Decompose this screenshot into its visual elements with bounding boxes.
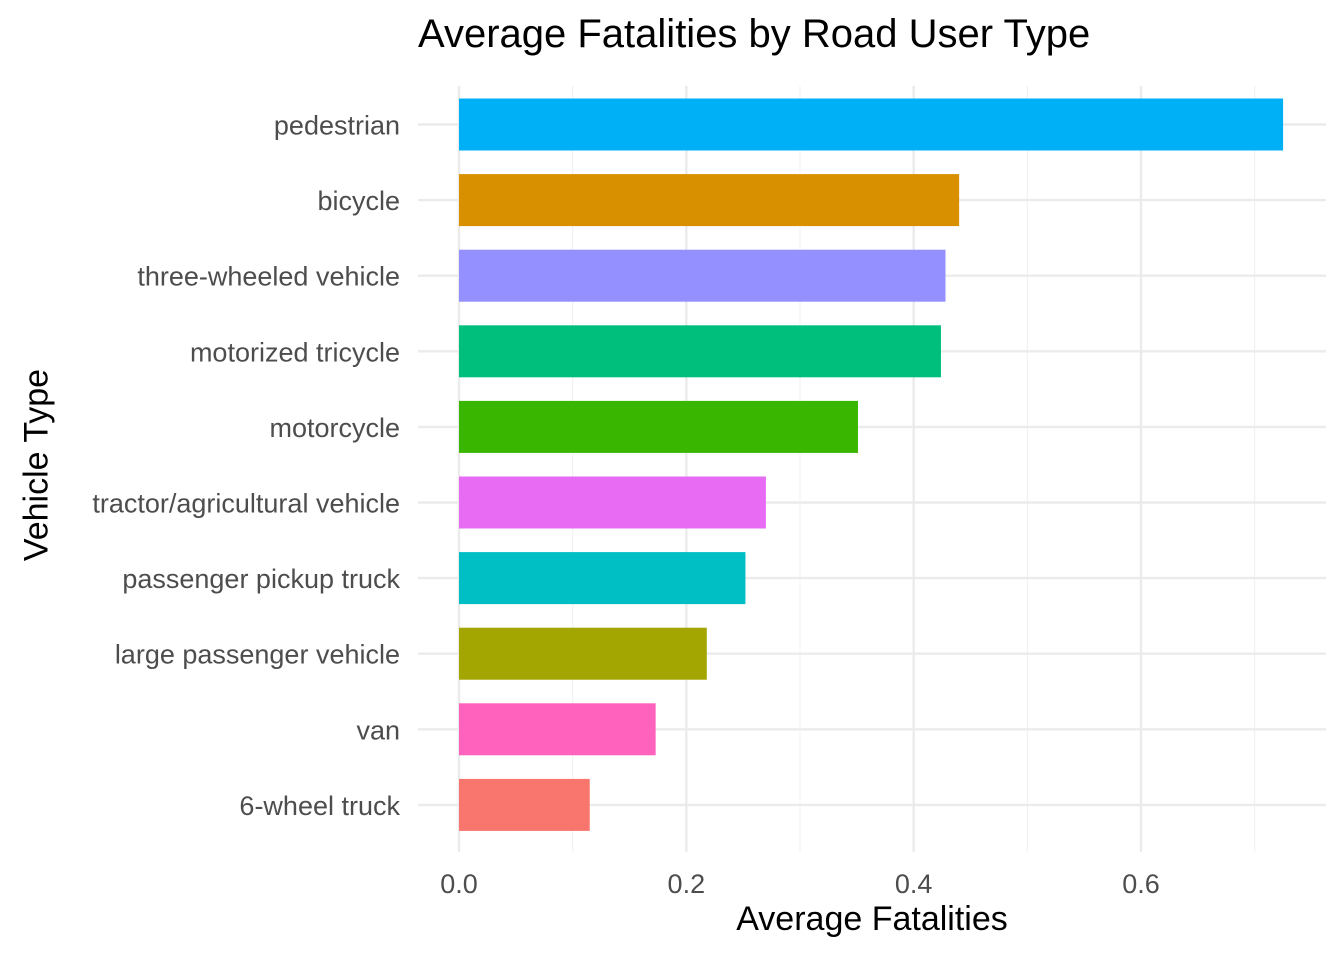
bar (459, 552, 746, 605)
bar (459, 703, 656, 756)
bar (459, 325, 941, 378)
y-tick-label: three-wheeled vehicle (137, 262, 400, 292)
chart-title: Average Fatalities by Road User Type (418, 12, 1091, 56)
y-tick-label: tractor/agricultural vehicle (92, 489, 400, 519)
x-tick-label: 0.0 (440, 869, 478, 899)
bar (459, 249, 946, 302)
x-tick-label: 0.2 (668, 869, 706, 899)
y-tick-label: van (356, 715, 400, 745)
bar (459, 476, 766, 529)
x-axis-title: Average Fatalities (736, 900, 1008, 938)
bar (459, 98, 1284, 151)
y-tick-label: motorized tricycle (190, 337, 400, 367)
y-tick-label: large passenger vehicle (115, 640, 400, 670)
y-tick-label: 6-wheel truck (239, 791, 400, 821)
y-tick-label: bicycle (317, 186, 400, 216)
bar (459, 174, 960, 227)
y-tick-label: motorcycle (269, 413, 400, 443)
bar (459, 627, 707, 680)
y-tick-label: pedestrian (274, 111, 400, 141)
bar (459, 778, 590, 831)
bar (459, 400, 858, 453)
x-tick-label: 0.4 (895, 869, 933, 899)
x-tick-label: 0.6 (1122, 869, 1160, 899)
y-tick-label: passenger pickup truck (122, 564, 400, 594)
